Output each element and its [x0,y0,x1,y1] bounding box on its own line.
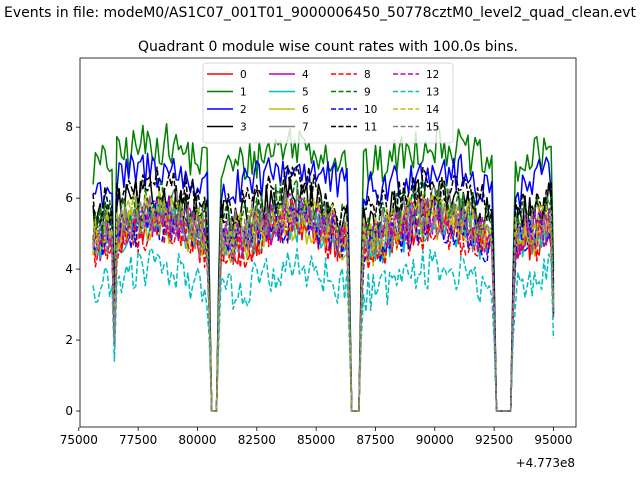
y-axis: 0 2 4 6 8 [65,120,80,418]
series-line-8 [92,206,555,412]
legend-label-9: 9 [364,87,371,99]
x-tick-label: 80000 [178,433,216,447]
series-line-2 [92,152,555,412]
series-line-13 [92,247,555,412]
series-line-1 [92,122,555,412]
figure-suptitle: Events in file: modeM0/AS1C07_001T01_900… [4,5,637,21]
legend-label-10: 10 [364,104,377,116]
legend-label-1: 1 [240,87,247,99]
legend-label-11: 11 [364,122,377,134]
x-axis: 75000 77500 80000 82500 85000 87500 90000 92500… [60,427,573,447]
legend-label-2: 2 [240,104,247,116]
legend-label-7: 7 [302,122,309,134]
series-layer [92,122,555,412]
series-line-14 [92,189,555,412]
plot-frame [79,57,577,428]
series-line-15 [92,198,555,412]
legend-label-0: 0 [240,69,247,81]
legend-label-12: 12 [426,69,439,81]
y-tick-label: 2 [65,333,73,347]
y-tick-label: 0 [65,404,73,418]
x-tick-label: 95000 [534,433,572,447]
legend-label-5: 5 [302,87,309,99]
legend-label-4: 4 [302,69,309,81]
legend-box [202,62,454,144]
x-tick-label: 87500 [356,433,394,447]
x-tick-label: 90000 [416,433,454,447]
x-offset-text: +4.773e8 [516,456,575,470]
y-tick-label: 8 [65,120,73,134]
series-line-10 [92,200,555,412]
x-tick-label: 85000 [297,433,335,447]
legend-label-8: 8 [364,69,371,81]
x-tick-label: 77500 [119,433,157,447]
x-tick-label: 82500 [238,433,276,447]
legend-label-3: 3 [240,122,247,134]
x-tick-label: 75000 [60,433,98,447]
x-tick-label: 92500 [475,433,513,447]
y-tick-label: 6 [65,191,73,205]
chart-title: Quadrant 0 module wise count rates with … [138,39,518,55]
legend-label-15: 15 [426,122,439,134]
legend-label-13: 13 [426,87,439,99]
series-line-11 [92,164,555,412]
y-tick-label: 4 [65,262,73,276]
legend-label-14: 14 [426,104,440,116]
legend-label-6: 6 [302,104,309,116]
